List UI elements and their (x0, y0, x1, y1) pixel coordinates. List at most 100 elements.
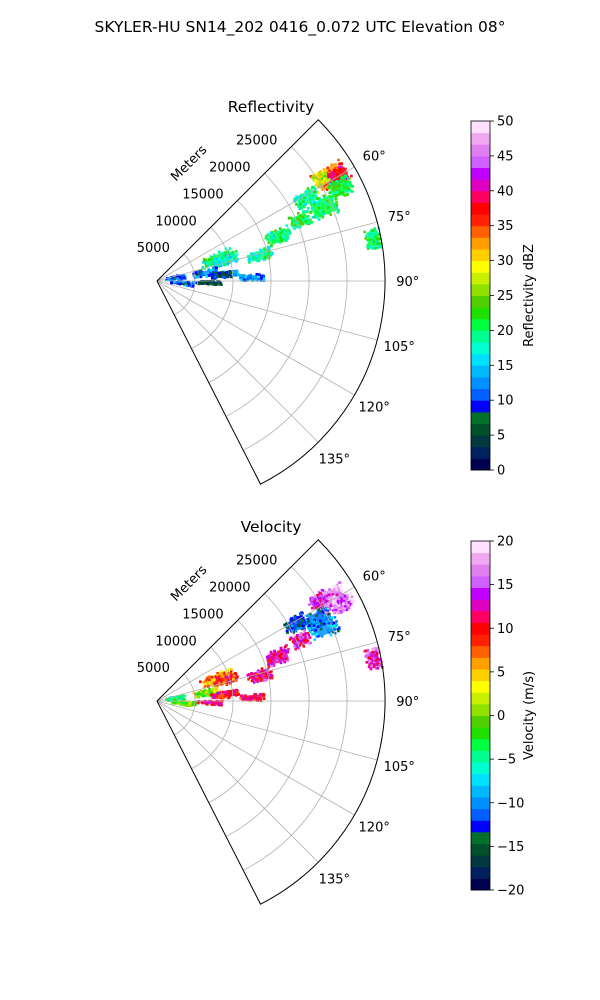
echo-gate (214, 678, 217, 682)
echo-gate (206, 264, 210, 268)
echo-gate (218, 672, 222, 676)
echo-gate (221, 696, 225, 700)
azimuth-tick-label: 75° (388, 630, 411, 645)
echo-gate (369, 667, 373, 670)
echo-gate (371, 650, 375, 654)
echo-gate (302, 205, 306, 209)
echo-gate (228, 270, 232, 274)
echo-gate (167, 277, 171, 280)
echo-gate (327, 186, 331, 189)
echo-gate (205, 262, 209, 266)
echo-gate (227, 694, 230, 697)
echo-gate (338, 598, 341, 602)
echo-gate (300, 206, 304, 210)
echo-gate (270, 236, 274, 240)
echo-gate (216, 677, 220, 681)
echo-gate (182, 282, 185, 286)
colorbar-segment (471, 237, 490, 250)
echo-gate (222, 671, 226, 675)
echo-gate (207, 258, 211, 261)
echo-gate (332, 595, 336, 598)
echo-gate (248, 676, 252, 679)
echo-gate (313, 600, 317, 603)
echo-gate (333, 604, 337, 607)
echo-gate (323, 177, 326, 181)
echo-gate (241, 275, 245, 278)
echo-gate (297, 624, 300, 627)
echo-gate (313, 213, 317, 217)
echo-gate (318, 593, 322, 596)
echo-gate (327, 602, 331, 606)
echo-gate (318, 177, 322, 181)
echo-gate (268, 676, 272, 680)
echo-gate (319, 624, 323, 628)
echo-gate (263, 256, 267, 260)
echo-gate (296, 638, 299, 641)
echo-gate (220, 255, 224, 258)
echo-gate (294, 641, 298, 645)
echo-gate (208, 675, 211, 679)
echo-gate (200, 692, 204, 696)
echo-gate (267, 659, 270, 662)
echo-gate (329, 633, 333, 637)
echo-gate (296, 633, 299, 637)
echo-gate (265, 655, 269, 659)
colorbar-tick-label: 35 (497, 219, 514, 234)
echo-gate (215, 275, 218, 279)
echo-gate (204, 690, 208, 694)
echo-gate (285, 239, 288, 242)
echo-gate (326, 166, 329, 170)
echo-gate (220, 672, 224, 675)
echo-gate (235, 269, 239, 273)
echo-gate (207, 280, 210, 283)
echo-gate (293, 217, 296, 220)
echo-gate (284, 657, 288, 661)
echo-gate (346, 193, 349, 196)
echo-gate (188, 701, 192, 704)
echo-gate (265, 236, 268, 239)
echo-gate (266, 251, 270, 255)
echo-gate (224, 252, 227, 255)
echo-gate (273, 233, 277, 237)
echo-gate (186, 284, 190, 288)
echo-gate (250, 672, 253, 676)
echo-gate (313, 215, 316, 219)
echo-gate (249, 275, 252, 279)
echo-gate (299, 197, 303, 200)
echo-gate (338, 596, 342, 599)
echo-gate (333, 628, 336, 631)
echo-gate (281, 649, 284, 652)
echo-gate (226, 676, 229, 679)
echo-gate (305, 190, 309, 193)
echo-gate (323, 601, 327, 604)
echo-gate (368, 660, 372, 663)
echo-gate (199, 680, 202, 684)
echo-gate (344, 605, 347, 608)
echo-gate (374, 229, 377, 233)
echo-gate (348, 180, 352, 184)
echo-gate (375, 647, 379, 650)
echo-gate (315, 200, 319, 204)
echo-gate (375, 238, 379, 241)
echo-gate (232, 271, 236, 274)
colorbar-tick-label: −15 (497, 840, 524, 855)
range-ring (243, 566, 348, 871)
echo-gate (378, 664, 381, 667)
echo-gate (344, 167, 347, 171)
echo-gate (228, 255, 232, 259)
echo-gate (310, 628, 314, 632)
echo-gate (225, 274, 228, 277)
echo-gate (234, 689, 237, 693)
echo-gate (258, 273, 261, 276)
echo-gate (209, 280, 213, 284)
echo-gate (227, 253, 231, 256)
echo-gate (311, 596, 314, 599)
echo-gate (295, 645, 299, 648)
echo-gate (321, 589, 324, 592)
echo-gate (313, 601, 317, 605)
echo-gate (166, 278, 169, 282)
echo-gate (275, 236, 279, 239)
echo-gate (269, 252, 272, 256)
echo-gate (323, 590, 327, 594)
echo-gate (351, 599, 354, 603)
